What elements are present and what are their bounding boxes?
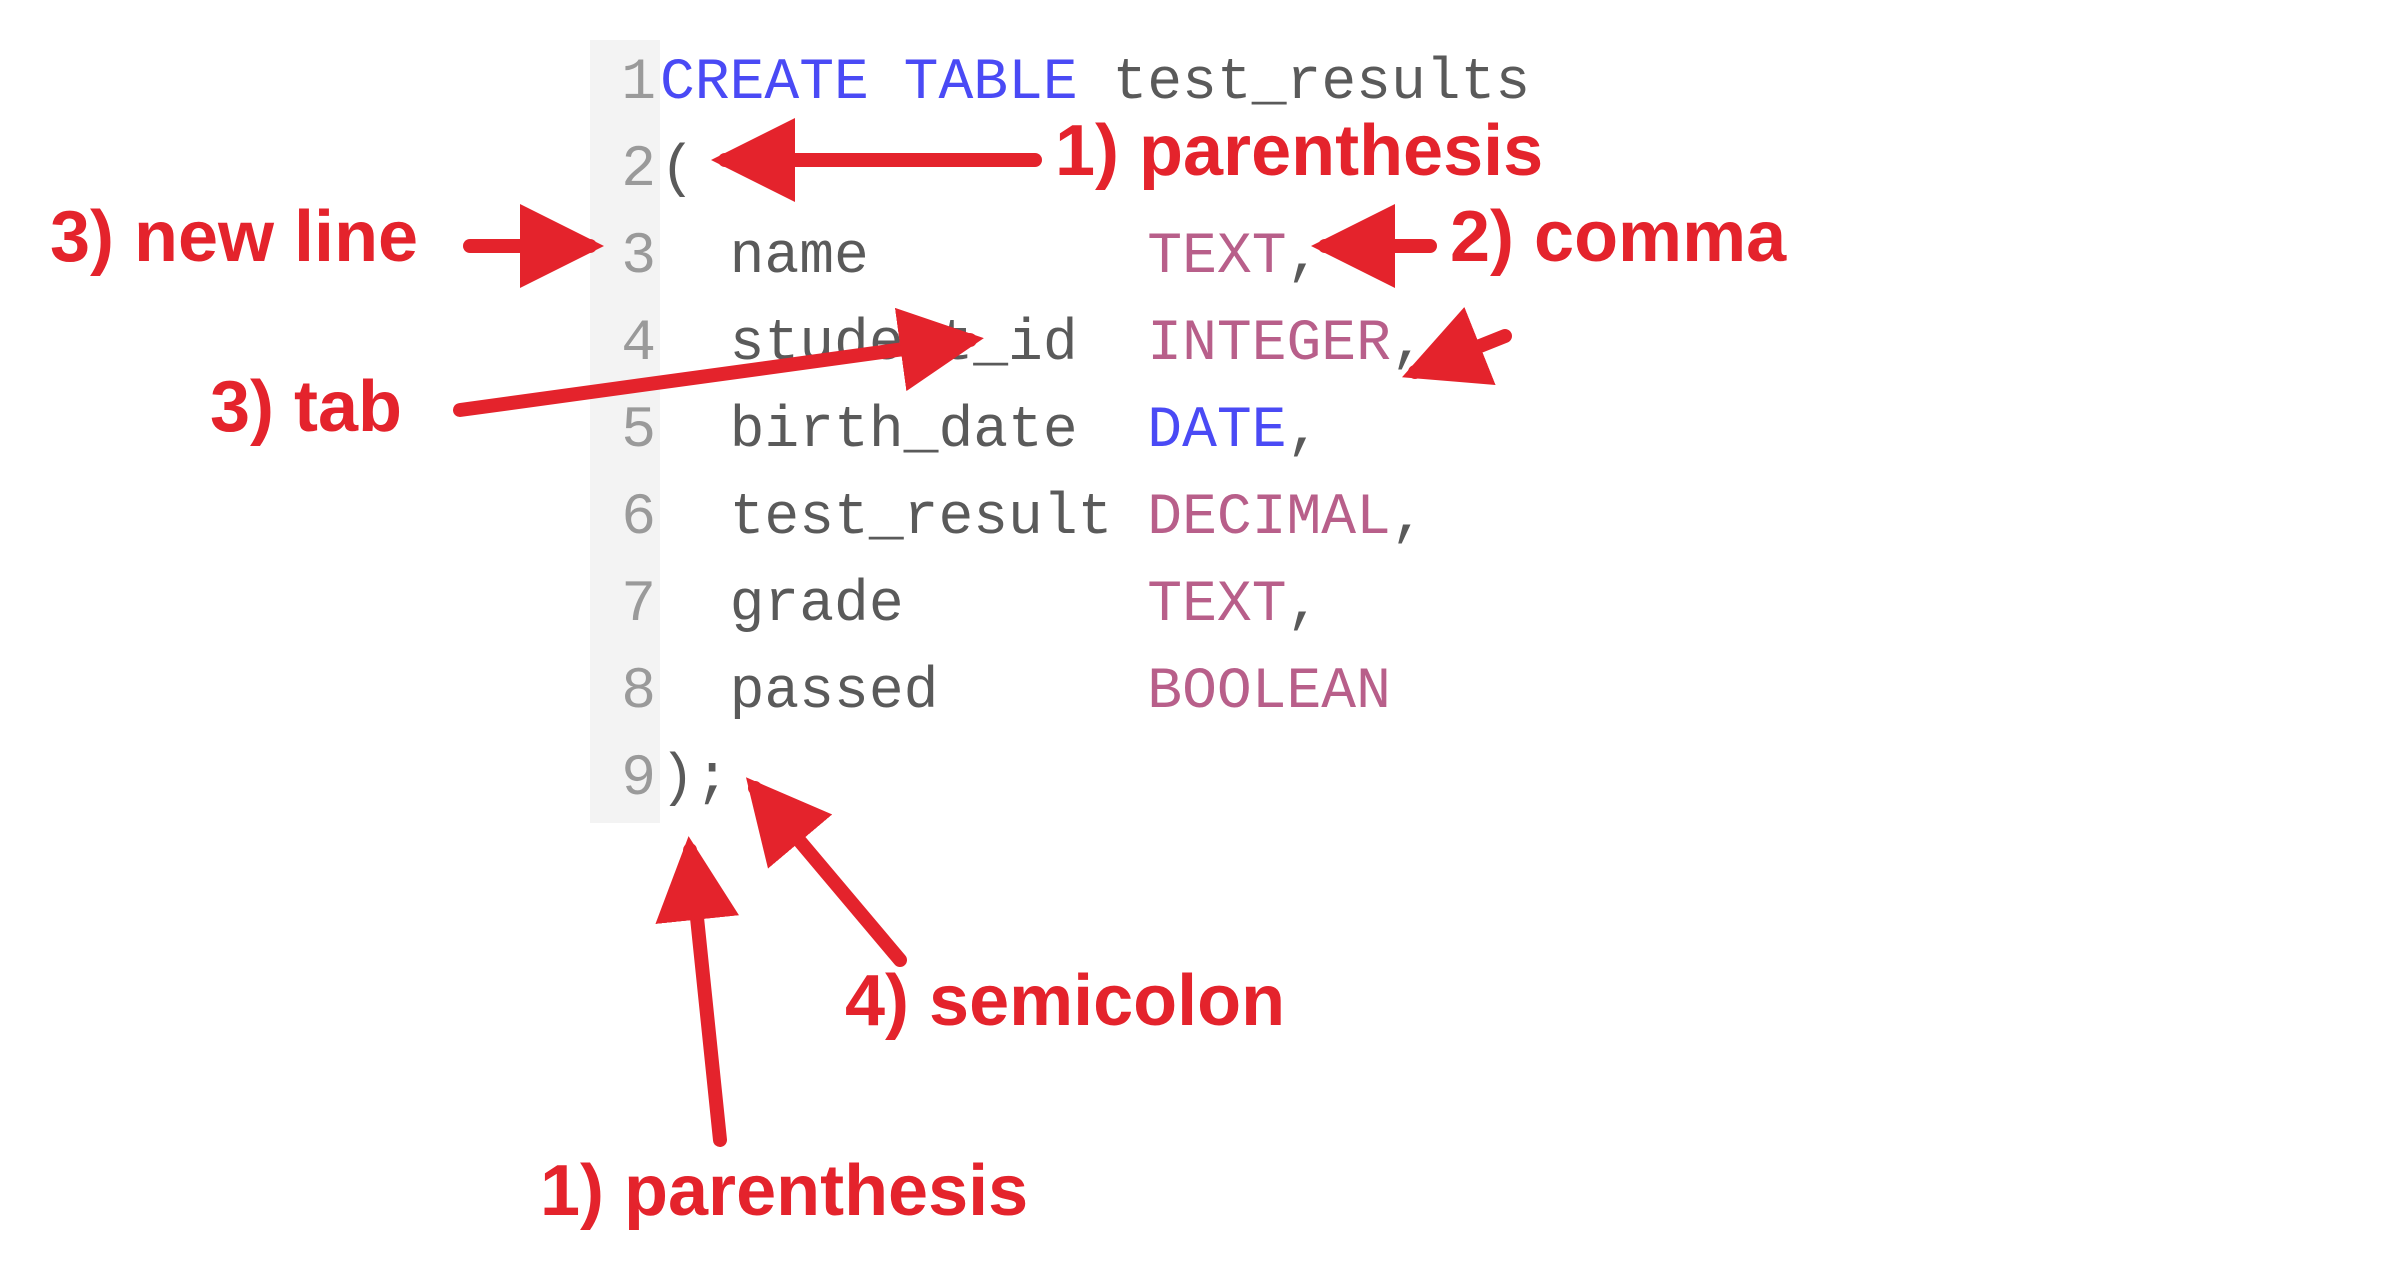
- token: TABLE: [904, 51, 1078, 116]
- line-number: 5: [590, 388, 660, 475]
- token: ,: [1287, 225, 1322, 290]
- token: CREATE: [660, 51, 869, 116]
- annotation-tab: 3) tab: [210, 366, 402, 448]
- token: grade: [660, 573, 1147, 638]
- token: ,: [1391, 486, 1426, 551]
- code-line: 8 passed BOOLEAN: [590, 649, 1530, 736]
- annotation-parenthesis-top: 1) parenthesis: [1055, 110, 1543, 192]
- token: student_id: [660, 312, 1147, 377]
- line-number: 4: [590, 301, 660, 388]
- code-content: name TEXT,: [660, 214, 1321, 301]
- token: test_results: [1078, 51, 1530, 116]
- code-content: student_id INTEGER,: [660, 301, 1426, 388]
- line-number: 8: [590, 649, 660, 736]
- code-content: passed BOOLEAN: [660, 649, 1391, 736]
- token: birth_date: [660, 399, 1147, 464]
- token: INTEGER: [1147, 312, 1391, 377]
- code-content: (: [660, 127, 695, 214]
- token: DATE: [1147, 399, 1286, 464]
- line-number: 1: [590, 40, 660, 127]
- code-content: test_result DECIMAL,: [660, 475, 1426, 562]
- token: ,: [1287, 399, 1322, 464]
- token: TEXT: [1147, 225, 1286, 290]
- line-number: 3: [590, 214, 660, 301]
- token: name: [660, 225, 1147, 290]
- token: BOOLEAN: [1147, 660, 1391, 725]
- token: ,: [1391, 312, 1426, 377]
- annotation-new-line: 3) new line: [50, 196, 418, 278]
- code-content: grade TEXT,: [660, 562, 1321, 649]
- annotation-parenthesis-bot: 1) parenthesis: [540, 1150, 1028, 1232]
- line-number: 6: [590, 475, 660, 562]
- line-number: 9: [590, 736, 660, 823]
- token: [869, 51, 904, 116]
- code-line: 4 student_id INTEGER,: [590, 301, 1530, 388]
- code-content: );: [660, 736, 730, 823]
- code-line: 5 birth_date DATE,: [590, 388, 1530, 475]
- token: passed: [660, 660, 1147, 725]
- arrow: [690, 850, 720, 1140]
- code-line: 6 test_result DECIMAL,: [590, 475, 1530, 562]
- token: );: [660, 747, 730, 812]
- code-line: 7 grade TEXT,: [590, 562, 1530, 649]
- line-number: 2: [590, 127, 660, 214]
- code-line: 3 name TEXT,: [590, 214, 1530, 301]
- token: TEXT: [1147, 573, 1286, 638]
- token: (: [660, 138, 695, 203]
- code-content: birth_date DATE,: [660, 388, 1321, 475]
- token: ,: [1287, 573, 1322, 638]
- code-line: 9);: [590, 736, 1530, 823]
- line-number: 7: [590, 562, 660, 649]
- annotation-semicolon: 4) semicolon: [845, 960, 1285, 1042]
- token: test_result: [660, 486, 1147, 551]
- annotation-comma: 2) comma: [1450, 196, 1786, 278]
- token: DECIMAL: [1147, 486, 1391, 551]
